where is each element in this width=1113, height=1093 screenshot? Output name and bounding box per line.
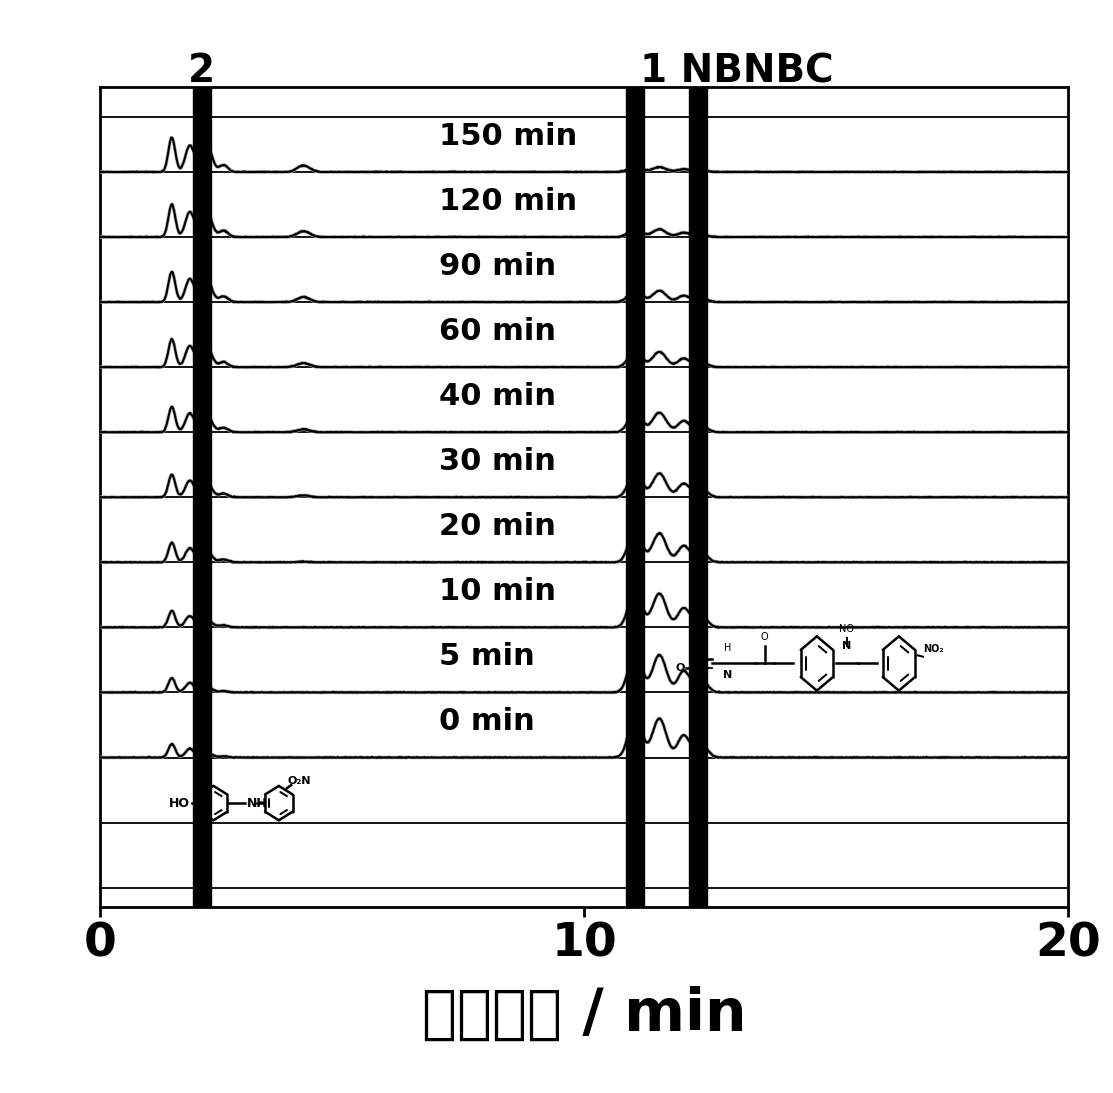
Text: 5 min: 5 min — [440, 643, 535, 671]
Bar — [193, 87, 211, 907]
Text: O: O — [676, 662, 684, 672]
Bar — [689, 87, 707, 907]
Text: N: N — [843, 640, 851, 650]
Text: O: O — [692, 640, 699, 650]
Text: NH: NH — [247, 797, 267, 810]
Text: O₂N: O₂N — [287, 776, 311, 786]
Text: 10 min: 10 min — [440, 577, 556, 607]
Text: NO₂: NO₂ — [923, 644, 944, 654]
Text: 1 NBNBC: 1 NBNBC — [640, 52, 834, 90]
Text: H: H — [723, 644, 731, 654]
Text: 20 min: 20 min — [440, 513, 556, 541]
Text: 120 min: 120 min — [440, 187, 578, 215]
Text: NO: NO — [839, 624, 854, 634]
Text: HO: HO — [169, 797, 190, 810]
Text: 90 min: 90 min — [440, 251, 556, 281]
Text: 40 min: 40 min — [440, 381, 556, 411]
Text: N: N — [722, 670, 732, 681]
X-axis label: 流出时间 / min: 流出时间 / min — [422, 986, 747, 1043]
Text: 2: 2 — [188, 52, 216, 90]
Text: 150 min: 150 min — [440, 121, 578, 151]
Text: 30 min: 30 min — [440, 447, 556, 477]
Text: O: O — [761, 633, 768, 643]
Text: 60 min: 60 min — [440, 317, 556, 345]
Bar — [626, 87, 644, 907]
Text: 0 min: 0 min — [440, 707, 535, 737]
